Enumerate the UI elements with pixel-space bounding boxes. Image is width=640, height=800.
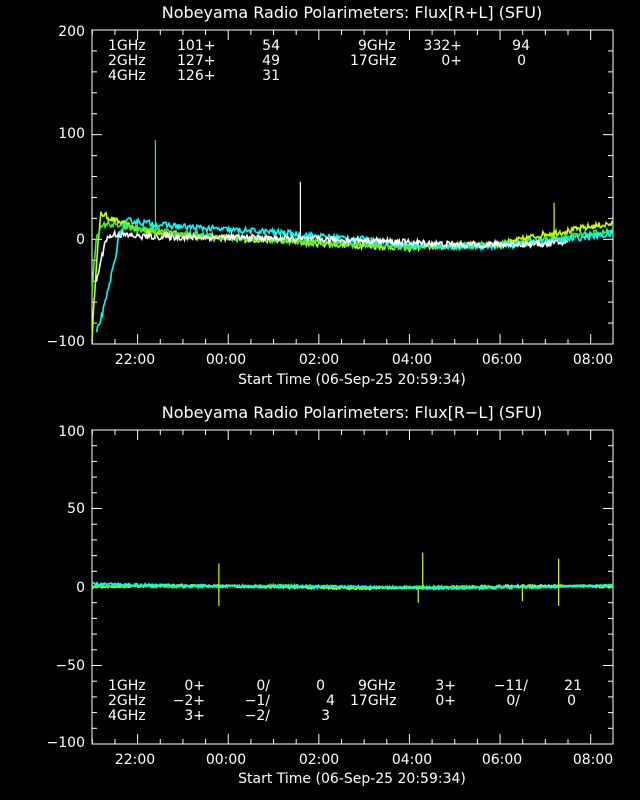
x-tick-label: 08:00 xyxy=(573,752,613,768)
plot-frame-top xyxy=(91,29,614,345)
y-tick-label: 200 xyxy=(58,24,85,40)
legend-value: −2/ xyxy=(245,708,271,724)
legend-value: 0+ xyxy=(435,693,456,709)
legend-freq: 1GHz xyxy=(108,678,146,694)
x-tick-label: 06:00 xyxy=(482,752,522,768)
series-line-f1 xyxy=(95,228,569,282)
legend-value: 0/ xyxy=(506,693,520,709)
y-tick-label: −100 xyxy=(47,735,85,751)
legend-value: 101+ xyxy=(177,38,215,54)
x-tick-label: 00:00 xyxy=(206,752,246,768)
legend-top: 1GHz 101+ 54 2GHz 127+ 49 4GHz 126+ 31 9… xyxy=(108,38,530,84)
legend-value: 21 xyxy=(564,678,582,694)
legend-freq: 9GHz xyxy=(358,678,396,694)
series-line-f2 xyxy=(95,216,614,333)
legend-freq: 9GHz xyxy=(358,38,396,54)
legend-value: 0 xyxy=(316,678,325,694)
legend-value: 0 xyxy=(517,53,526,69)
legend-value: 54 xyxy=(262,38,280,54)
series-layer-bottom xyxy=(91,552,614,606)
y-tick-label: 100 xyxy=(58,126,85,142)
chart-bottom: Nobeyama Radio Polarimeters: Flux[R−L] (… xyxy=(47,403,614,787)
chart-title-bottom: Nobeyama Radio Polarimeters: Flux[R−L] (… xyxy=(162,403,542,422)
x-tick-label: 08:00 xyxy=(573,352,613,368)
legend-freq: 17GHz xyxy=(350,693,397,709)
y-tick-label: 50 xyxy=(67,501,85,517)
series-line-f9 xyxy=(91,211,614,342)
axis-ticks-top xyxy=(91,29,613,345)
legend-freq: 17GHz xyxy=(350,53,397,69)
series-line-f4 xyxy=(91,219,614,294)
x-tick-label: 04:00 xyxy=(392,352,432,368)
x-tick-label: 04:00 xyxy=(392,752,432,768)
x-axis-label-bottom: Start Time (06-Sep-25 20:59:34) xyxy=(238,771,466,787)
x-tick-label: 00:00 xyxy=(206,352,246,368)
x-tick-label: 22:00 xyxy=(115,752,155,768)
x-tick-label: 22:00 xyxy=(115,352,155,368)
legend-freq: 4GHz xyxy=(108,68,146,84)
legend-value: 0 xyxy=(567,693,576,709)
y-tick-label: −100 xyxy=(47,334,85,350)
legend-freq: 2GHz xyxy=(108,693,146,709)
legend-value: 31 xyxy=(262,68,280,84)
legend-freq: 2GHz xyxy=(108,53,146,69)
legend-value: −1/ xyxy=(245,693,271,709)
legend-value: 3+ xyxy=(435,678,456,694)
legend-value: 126+ xyxy=(177,68,215,84)
legend-value: 0+ xyxy=(184,678,205,694)
x-axis-label-top: Start Time (06-Sep-25 20:59:34) xyxy=(238,372,466,388)
legend-value: 49 xyxy=(262,53,280,69)
legend-value: −11/ xyxy=(494,678,529,694)
legend-value: 4 xyxy=(326,693,335,709)
y-tick-label: 0 xyxy=(76,232,85,248)
legend-value: 3+ xyxy=(184,708,205,724)
legend-value: 332+ xyxy=(424,38,462,54)
x-tick-label: 06:00 xyxy=(482,352,522,368)
legend-value: 0/ xyxy=(256,678,270,694)
series-line-f2 xyxy=(91,581,614,592)
legend-freq: 4GHz xyxy=(108,708,146,724)
y-tick-label: 0 xyxy=(76,580,85,596)
legend-freq: 1GHz xyxy=(108,38,146,54)
series-layer-top xyxy=(91,139,614,342)
legend-value: 94 xyxy=(512,38,530,54)
x-tick-label: 02:00 xyxy=(299,752,339,768)
legend-bottom: 1GHz 0+ 0/ 0 2GHz −2+ −1/ 4 4GHz 3+ −2/ … xyxy=(108,678,582,724)
x-tick-label: 02:00 xyxy=(299,352,339,368)
legend-value: −2+ xyxy=(173,693,205,709)
legend-value: 0+ xyxy=(441,53,462,69)
chart-top: Nobeyama Radio Polarimeters: Flux[R+L] (… xyxy=(47,3,614,388)
legend-value: 3 xyxy=(321,708,330,724)
chart-title-top: Nobeyama Radio Polarimeters: Flux[R+L] (… xyxy=(162,3,542,22)
y-tick-label: −50 xyxy=(55,658,85,674)
y-tick-label: 100 xyxy=(58,424,85,440)
legend-value: 127+ xyxy=(177,53,215,69)
